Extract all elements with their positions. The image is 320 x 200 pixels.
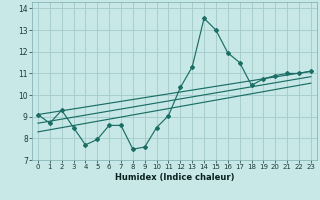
X-axis label: Humidex (Indice chaleur): Humidex (Indice chaleur) (115, 173, 234, 182)
